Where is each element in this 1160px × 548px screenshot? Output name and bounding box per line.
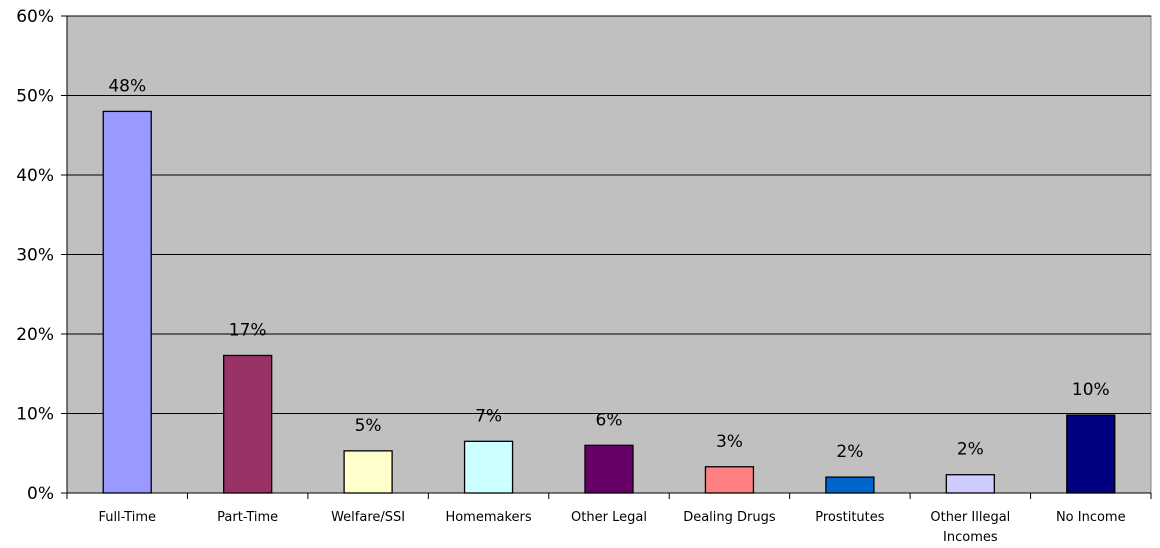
data-label: 2% (836, 442, 863, 462)
y-tick-label: 60% (16, 7, 54, 27)
y-tick-label: 40% (16, 166, 54, 186)
data-label: 17% (229, 320, 267, 340)
category-label: Other Illegal Incomes (930, 510, 1010, 545)
data-label: 2% (957, 440, 984, 460)
data-label: 48% (108, 76, 146, 96)
data-label: 6% (596, 410, 623, 430)
data-label: 10% (1072, 380, 1110, 400)
category-label: Welfare/SSI (331, 510, 405, 525)
category-label: Other Legal (571, 510, 647, 525)
bar (704, 466, 755, 494)
category-label: No Income (1056, 510, 1126, 525)
category-label: Dealing Drugs (683, 510, 776, 525)
bar (825, 476, 875, 494)
y-tick-label: 10% (16, 405, 54, 425)
bar (584, 444, 634, 494)
bar (223, 354, 273, 494)
x-axis-ticks: Full-Time Part-Time Welfare/SSI Homemakers O… (66, 493, 1152, 545)
category-label: Full-Time (98, 510, 156, 525)
bar (945, 474, 995, 494)
y-tick-label: 0% (27, 484, 54, 504)
y-axis-ticks: 0% 10% 20% 30% 40% 50% 60% (16, 7, 67, 504)
bar (1066, 414, 1116, 494)
y-tick-label: 30% (16, 246, 54, 266)
data-label: 3% (716, 432, 743, 452)
bars (102, 110, 1116, 494)
bar (463, 440, 514, 494)
category-label: Part-Time (217, 510, 278, 525)
y-tick-label: 20% (16, 325, 54, 345)
bar (343, 450, 393, 494)
data-label: 7% (475, 406, 502, 426)
bar (102, 110, 152, 494)
y-tick-label: 50% (16, 87, 54, 107)
data-label: 5% (355, 416, 382, 436)
category-label: Prostitutes (815, 510, 885, 525)
category-label: Homemakers (445, 510, 531, 525)
data-labels: 48% 17% 5% 7% 6% 3% 2% 2% 10% (108, 76, 1109, 462)
